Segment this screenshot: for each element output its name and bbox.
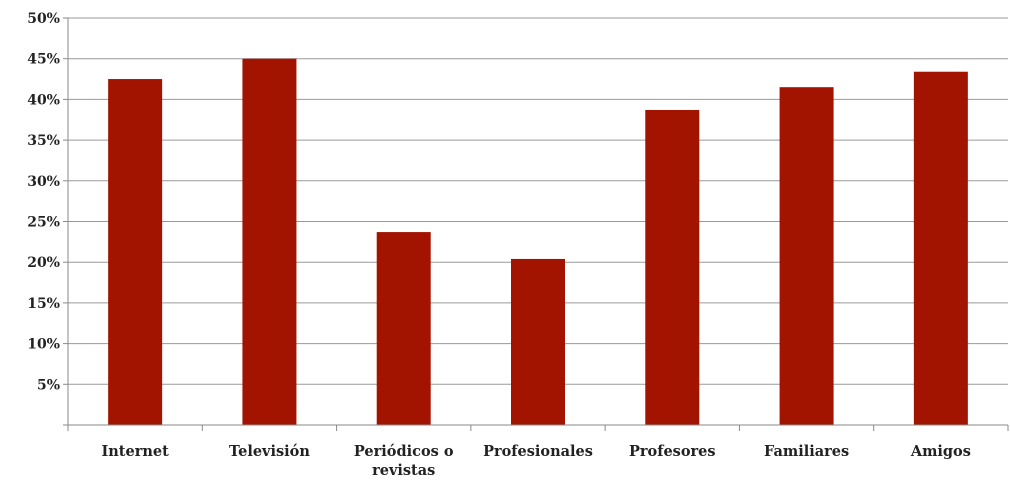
bar bbox=[645, 109, 700, 426]
x-category-label: Profesionales bbox=[483, 443, 593, 460]
x-category-label: Periódicos o revistas bbox=[354, 443, 454, 479]
y-tick-label: 50% bbox=[27, 11, 60, 27]
bar bbox=[376, 232, 431, 425]
y-tick-label: 40% bbox=[27, 92, 60, 108]
y-tick-label: 20% bbox=[27, 255, 60, 271]
bars bbox=[108, 58, 968, 426]
y-axis-tick-labels: 5% 10% 15% 20% 25% 30% 35% 40% 45% 50% bbox=[27, 11, 60, 393]
x-axis-category-labels: Internet Televisión Periódicos o revistas Pr… bbox=[101, 443, 970, 479]
y-tick-label: 30% bbox=[27, 174, 60, 190]
y-tick-label: 35% bbox=[27, 133, 60, 149]
bar bbox=[108, 79, 163, 426]
axes bbox=[63, 17, 1009, 431]
x-category-label: Familiares bbox=[764, 443, 849, 460]
x-category-label: Internet bbox=[101, 443, 169, 460]
x-category-label: Amigos bbox=[910, 443, 971, 460]
y-tick-label: 15% bbox=[27, 296, 60, 312]
x-category-label: Televisión bbox=[229, 443, 310, 460]
bar bbox=[511, 258, 565, 425]
y-tick-label: 45% bbox=[27, 52, 60, 68]
gridlines bbox=[68, 17, 1008, 385]
bar bbox=[779, 87, 834, 425]
y-tick-label: 10% bbox=[27, 337, 60, 353]
y-tick-label: 25% bbox=[27, 215, 60, 231]
bar bbox=[242, 58, 297, 425]
x-category-label: Profesores bbox=[629, 443, 716, 460]
y-tick-label: 5% bbox=[37, 377, 60, 393]
bar bbox=[913, 71, 968, 425]
